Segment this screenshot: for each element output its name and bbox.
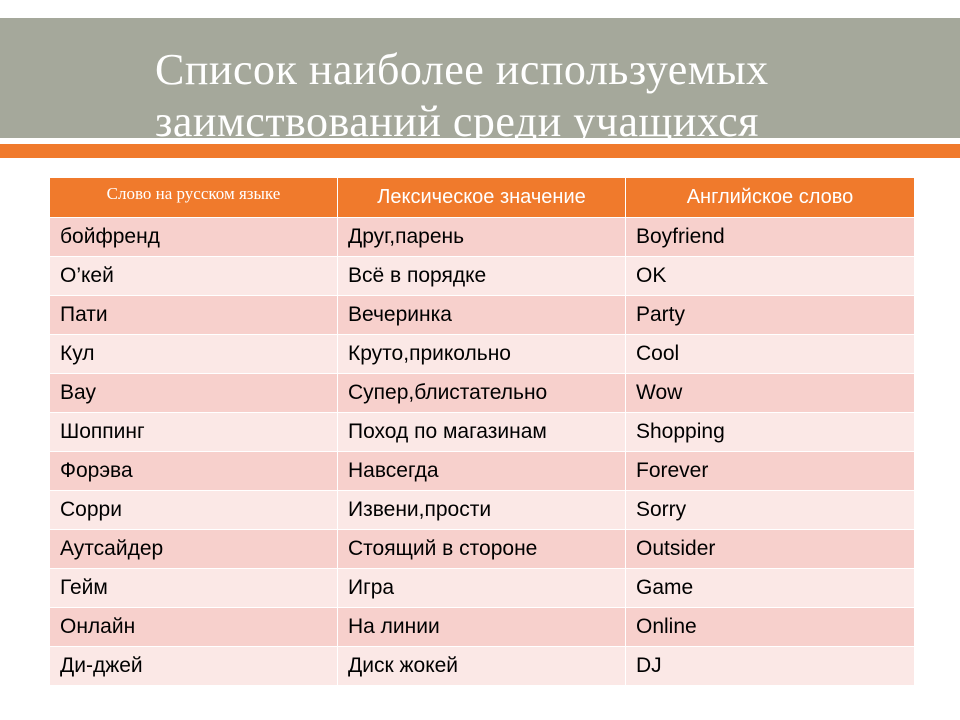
lexical-meaning-cell: Навсегда (337, 451, 626, 491)
english-word-cell: Party (625, 295, 915, 335)
russian-word-cell: Ди-джей (49, 646, 338, 686)
table-row: Кул Круто,прикольно Cool (49, 334, 915, 374)
table-row: Гейм Игра Game (49, 568, 915, 608)
table-row: Сорри Извени,прости Sorry (49, 490, 915, 530)
table-header-row: Слово на русском языке Лексическое значе… (49, 177, 915, 218)
lexical-meaning-cell: Поход по магазинам (337, 412, 626, 452)
lexical-meaning-cell: Диск жокей (337, 646, 626, 686)
lexical-meaning-cell: Супер,блистательно (337, 373, 626, 413)
lexical-meaning-cell: Извени,прости (337, 490, 626, 530)
english-word-cell: Boyfriend (625, 217, 915, 257)
russian-word-cell: Форэва (49, 451, 338, 491)
russian-word-cell: Шоппинг (49, 412, 338, 452)
accent-divider (0, 144, 960, 158)
table-row: Ди-джей Диск жокей DJ (49, 646, 915, 686)
russian-word-cell: Онлайн (49, 607, 338, 647)
lexical-meaning-cell: Всё в порядке (337, 256, 626, 296)
english-word-cell: Online (625, 607, 915, 647)
english-word-cell: OK (625, 256, 915, 296)
table-row: Шоппинг Поход по магазинам Shopping (49, 412, 915, 452)
english-word-cell: DJ (625, 646, 915, 686)
header-english-word: Английское слово (625, 177, 915, 218)
russian-word-cell: Сорри (49, 490, 338, 530)
english-word-cell: Forever (625, 451, 915, 491)
english-word-cell: Game (625, 568, 915, 608)
table-row: бойфренд Друг,парень Boyfriend (49, 217, 915, 257)
russian-word-cell: Аутсайдер (49, 529, 338, 569)
lexical-meaning-cell: Игра (337, 568, 626, 608)
header-russian-word: Слово на русском языке (49, 177, 338, 218)
english-word-cell: Outsider (625, 529, 915, 569)
english-word-cell: Cool (625, 334, 915, 374)
lexical-meaning-cell: Круто,прикольно (337, 334, 626, 374)
lexical-meaning-cell: Вечеринка (337, 295, 626, 335)
header-lexical-meaning: Лексическое значение (337, 177, 626, 218)
russian-word-cell: Кул (49, 334, 338, 374)
slide-title: Список наиболее используемых заимствован… (155, 45, 769, 146)
english-word-cell: Shopping (625, 412, 915, 452)
table-row: Вау Супер,блистательно Wow (49, 373, 915, 413)
russian-word-cell: Вау (49, 373, 338, 413)
russian-word-cell: Пати (49, 295, 338, 335)
table-row: О’кей Всё в порядке OK (49, 256, 915, 296)
russian-word-cell: Гейм (49, 568, 338, 608)
title-band: Список наиболее используемых заимствован… (0, 18, 960, 146)
table-row: Аутсайдер Стоящий в стороне Outsider (49, 529, 915, 569)
russian-word-cell: бойфренд (49, 217, 338, 257)
english-word-cell: Sorry (625, 490, 915, 530)
table-row: Пати Вечеринка Party (49, 295, 915, 335)
lexical-meaning-cell: Стоящий в стороне (337, 529, 626, 569)
russian-word-cell: О’кей (49, 256, 338, 296)
english-word-cell: Wow (625, 373, 915, 413)
table-body: бойфренд Друг,парень Boyfriend О’кей Всё в п… (49, 217, 915, 686)
loanwords-table: Слово на русском языке Лексическое значе… (49, 177, 915, 686)
table-row: Онлайн На линии Online (49, 607, 915, 647)
lexical-meaning-cell: Друг,парень (337, 217, 626, 257)
table-row: Форэва Навсегда Forever (49, 451, 915, 491)
lexical-meaning-cell: На линии (337, 607, 626, 647)
